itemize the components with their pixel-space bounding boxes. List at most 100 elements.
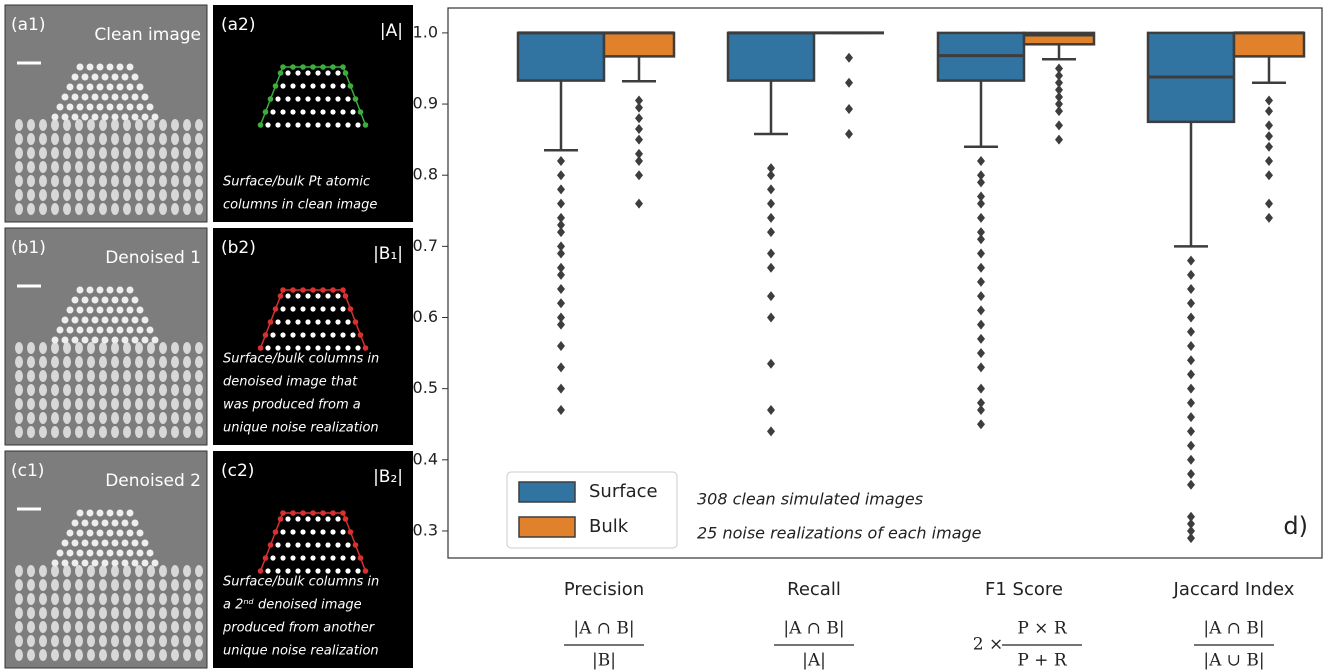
surface-atom <box>116 83 124 91</box>
bulk-atom <box>75 635 83 647</box>
bulk-atom <box>147 565 155 577</box>
bulk-atom <box>51 607 59 619</box>
surface-atom <box>131 336 139 344</box>
surface-atom <box>131 559 139 567</box>
outlier <box>557 220 565 231</box>
atom <box>300 332 306 338</box>
surface-atom <box>141 539 149 547</box>
outlier <box>977 291 985 302</box>
bulk-atom <box>159 203 167 215</box>
bulk-atom <box>63 649 71 661</box>
bulk-atom <box>111 649 119 661</box>
surface-atom <box>106 529 114 537</box>
surface-atom <box>126 306 134 314</box>
atom <box>340 529 346 535</box>
surface-atom <box>96 306 104 314</box>
surface-atom <box>71 296 79 304</box>
surface-atom <box>76 326 84 334</box>
bulk-atom <box>147 147 155 159</box>
surface-atom <box>91 539 99 547</box>
atom <box>320 332 326 338</box>
surface-column <box>352 96 359 102</box>
bulk-atom <box>123 356 131 368</box>
bulk-atom <box>171 635 179 647</box>
surface-atom <box>81 559 89 567</box>
surface-column <box>330 64 336 70</box>
bulk-atom <box>195 356 203 368</box>
bulk-atom <box>99 384 107 396</box>
image-label: (a1) <box>11 15 46 35</box>
bulk-atom <box>15 133 23 145</box>
surface-atom <box>111 559 119 567</box>
outlier <box>635 113 643 124</box>
bulk-atom <box>15 635 23 647</box>
bulk-atom <box>87 607 95 619</box>
outlier <box>557 298 565 309</box>
surface-atom <box>121 113 129 121</box>
bulk-atom <box>75 147 83 159</box>
atom <box>325 96 331 102</box>
surface-column <box>362 568 369 574</box>
caption: unique noise realization <box>223 421 379 436</box>
bulk-atom <box>39 412 47 424</box>
bulk-atom <box>51 147 59 159</box>
bulk-atom <box>15 579 23 591</box>
bulk-atom <box>171 342 179 354</box>
bulk-atom <box>63 175 71 187</box>
bulk-atom <box>195 649 203 661</box>
surface-atom <box>76 529 84 537</box>
surface-column <box>280 510 286 516</box>
atom <box>270 109 276 115</box>
annotation: 25 noise realizations of each image <box>697 524 982 543</box>
bulk-atom <box>111 607 119 619</box>
surface-atom <box>126 103 134 111</box>
atom <box>325 319 331 325</box>
surface-atom <box>106 549 114 557</box>
surface-column <box>320 287 326 293</box>
surface-atom <box>76 103 84 111</box>
surface-atom <box>101 336 109 344</box>
bulk-atom <box>123 370 131 382</box>
surface-column <box>330 287 336 293</box>
outlier <box>557 184 565 195</box>
atom <box>325 568 331 574</box>
outlier <box>1265 212 1273 223</box>
surface-column <box>340 510 346 516</box>
surface-column <box>290 510 296 516</box>
surface-atom <box>141 559 149 567</box>
y-tick-label: 0.6 <box>413 307 438 326</box>
bulk-atom <box>123 649 131 661</box>
bulk-atom <box>63 384 71 396</box>
bulk-atom <box>27 635 35 647</box>
atom <box>300 555 306 561</box>
bulk-atom <box>99 635 107 647</box>
caption: unique noise realization <box>223 644 379 659</box>
bulk-atom <box>15 593 23 605</box>
surface-atom <box>141 316 149 324</box>
bulk-atom <box>15 649 23 661</box>
outlier <box>1187 525 1195 536</box>
surface-atom <box>111 73 119 81</box>
bulk-atom <box>15 565 23 577</box>
outlier <box>977 177 985 188</box>
bulk-atom <box>27 593 35 605</box>
bulk-atom <box>171 370 179 382</box>
bulk-atom <box>51 579 59 591</box>
bulk-atom <box>159 593 167 605</box>
formula-prefix: 2 × <box>973 635 1003 655</box>
box <box>602 31 676 58</box>
bulk-atom <box>99 426 107 438</box>
bulk-atom <box>63 426 71 438</box>
formula-numerator: |A ∩ B| <box>573 619 634 639</box>
atom <box>315 542 321 548</box>
outlier <box>767 170 775 181</box>
set-label: (a2) <box>221 15 256 35</box>
surface-atom <box>86 306 94 314</box>
surface-atom <box>51 336 59 344</box>
surface-atom <box>126 326 134 334</box>
bulk-atom <box>135 384 143 396</box>
bulk-atom <box>63 565 71 577</box>
surface-atom <box>106 83 114 91</box>
outlier <box>1187 511 1195 522</box>
bulk-atom <box>75 203 83 215</box>
